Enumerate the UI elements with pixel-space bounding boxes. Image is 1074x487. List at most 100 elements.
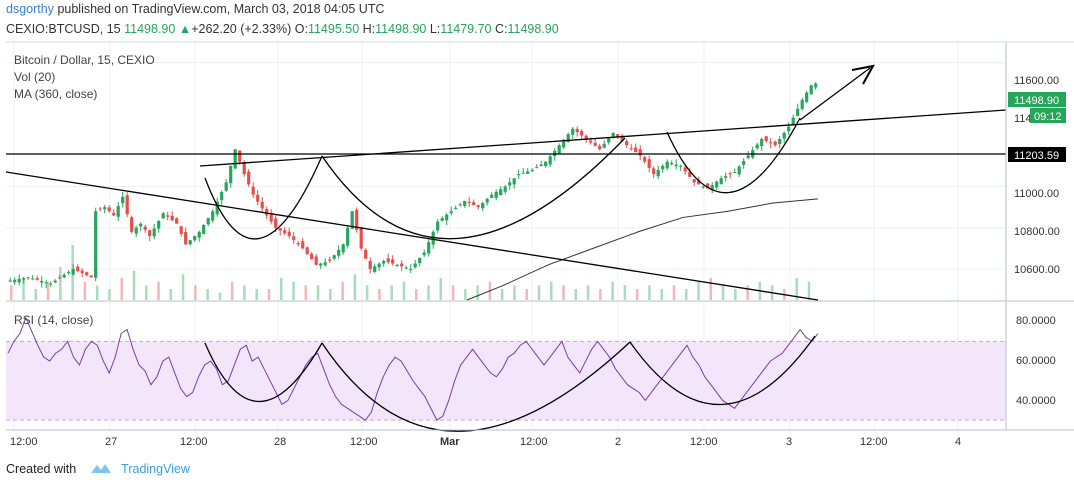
candle-body [472,202,476,206]
author-link[interactable]: dsgorthy [6,2,54,16]
candle-body [418,258,422,264]
volume-bar [329,289,332,300]
candle-body [809,85,813,95]
volume-bar [427,285,430,300]
candle-body [395,264,399,267]
candle-body [521,172,525,174]
candle-body [517,174,521,176]
candle-body [157,220,161,229]
candle-body [670,163,674,165]
candle-body [476,205,480,208]
volume-bar [550,281,553,300]
candle-body [175,218,179,224]
candle-body [148,230,152,237]
candle-body [319,263,323,266]
candle-body [125,195,129,215]
volume-bar [280,278,283,300]
candle-body [130,217,134,232]
volume-bar [218,292,222,300]
candle-body [251,186,255,195]
candle-body [278,228,282,231]
rsi-tick: 40.0000 [1016,395,1056,407]
candle-body [683,167,687,172]
publish-info: published on TradingView.com, March 03, … [57,2,385,16]
candle-body [580,131,584,136]
candle-body [800,99,804,109]
candle-body [404,267,408,269]
level-badge: 11203.59 [1008,147,1066,162]
candle-body [31,278,35,280]
cup-arc-2 [321,137,626,240]
candle-body [197,231,201,238]
candle-body [647,159,651,168]
candle-body [89,275,93,278]
candle-body [593,142,597,146]
footer: Created with TradingView [6,462,190,476]
candle-body [755,144,759,149]
rsi-axis[interactable]: 80.0000 60.0000 40.0000 [1016,315,1056,407]
candle-body [778,139,782,144]
candle-body [494,191,498,198]
volume-bar [145,285,148,300]
ma-series-line [466,198,819,301]
candle-body [242,162,246,175]
tradingview-link[interactable]: TradingView [121,462,190,476]
candle-body [445,214,449,221]
candle-body [796,108,800,116]
volume-bar [500,289,504,300]
candle-body [512,178,516,185]
candle-body [121,196,125,204]
price-pane[interactable] [6,42,1006,300]
legend-title: Bitcoin / Dollar, 15, CEXIO [14,53,155,67]
rsi-arc-3 [629,335,816,406]
candle-body [373,266,377,272]
chart-legend[interactable]: Bitcoin / Dollar, 15, CEXIO Vol (20) MA … [14,53,155,327]
price-tick-partial: 114 [1014,113,1032,125]
candle-body [589,140,593,143]
arrow-head-icon [851,64,875,85]
volume-bar [648,285,651,300]
candle-body [814,83,818,88]
price-axis[interactable]: 11600.00 11000.00 10800.00 10600.00 114 [1014,75,1060,276]
candle-body [80,270,84,274]
open-value: 11495.50 [307,22,360,36]
tradingview-logo-icon [90,464,111,473]
open-label: O: [294,22,308,36]
upward-projection-line [799,67,871,121]
last-price: 11498.90 [124,22,176,36]
candle-body [503,186,507,192]
volume-bar [635,289,639,300]
candle-body [265,209,269,216]
legend-ma: MA (360, close) [14,87,97,101]
volume-bar [132,270,136,300]
candle-body [215,201,219,215]
volume-bar [599,289,602,300]
candle-body [719,178,723,185]
candle-body [674,164,678,167]
candle-body [247,171,251,185]
candle-body [679,165,683,167]
volume-bar [341,281,344,300]
volume-bar [795,278,798,300]
volume-bar [365,285,369,300]
volume-bar [660,289,663,300]
candle-body [661,165,665,170]
created-with-label: Created with [6,462,77,476]
volume-bar [292,281,295,300]
ohlc-bar: CEXIO:BTCUSD, 15 11498.90 ▲+262.20 (+2.3… [6,22,559,36]
candle-body [490,194,494,198]
candle-body [526,171,530,174]
volume-bar [734,289,737,300]
low-value: 11479.70 [440,22,492,36]
cup-arc-1 [204,155,323,240]
close-label: C: [495,22,508,36]
candle-body [571,128,575,135]
candle-body [152,228,156,237]
time-axis[interactable]: 12:00 27 12:00 28 12:00 Mar 12:00 2 12:0… [10,436,961,448]
candle-body [256,194,260,202]
candle-body [35,278,39,280]
candle-body [611,132,615,137]
time-tick: 4 [955,436,961,448]
candle-body [535,167,539,169]
